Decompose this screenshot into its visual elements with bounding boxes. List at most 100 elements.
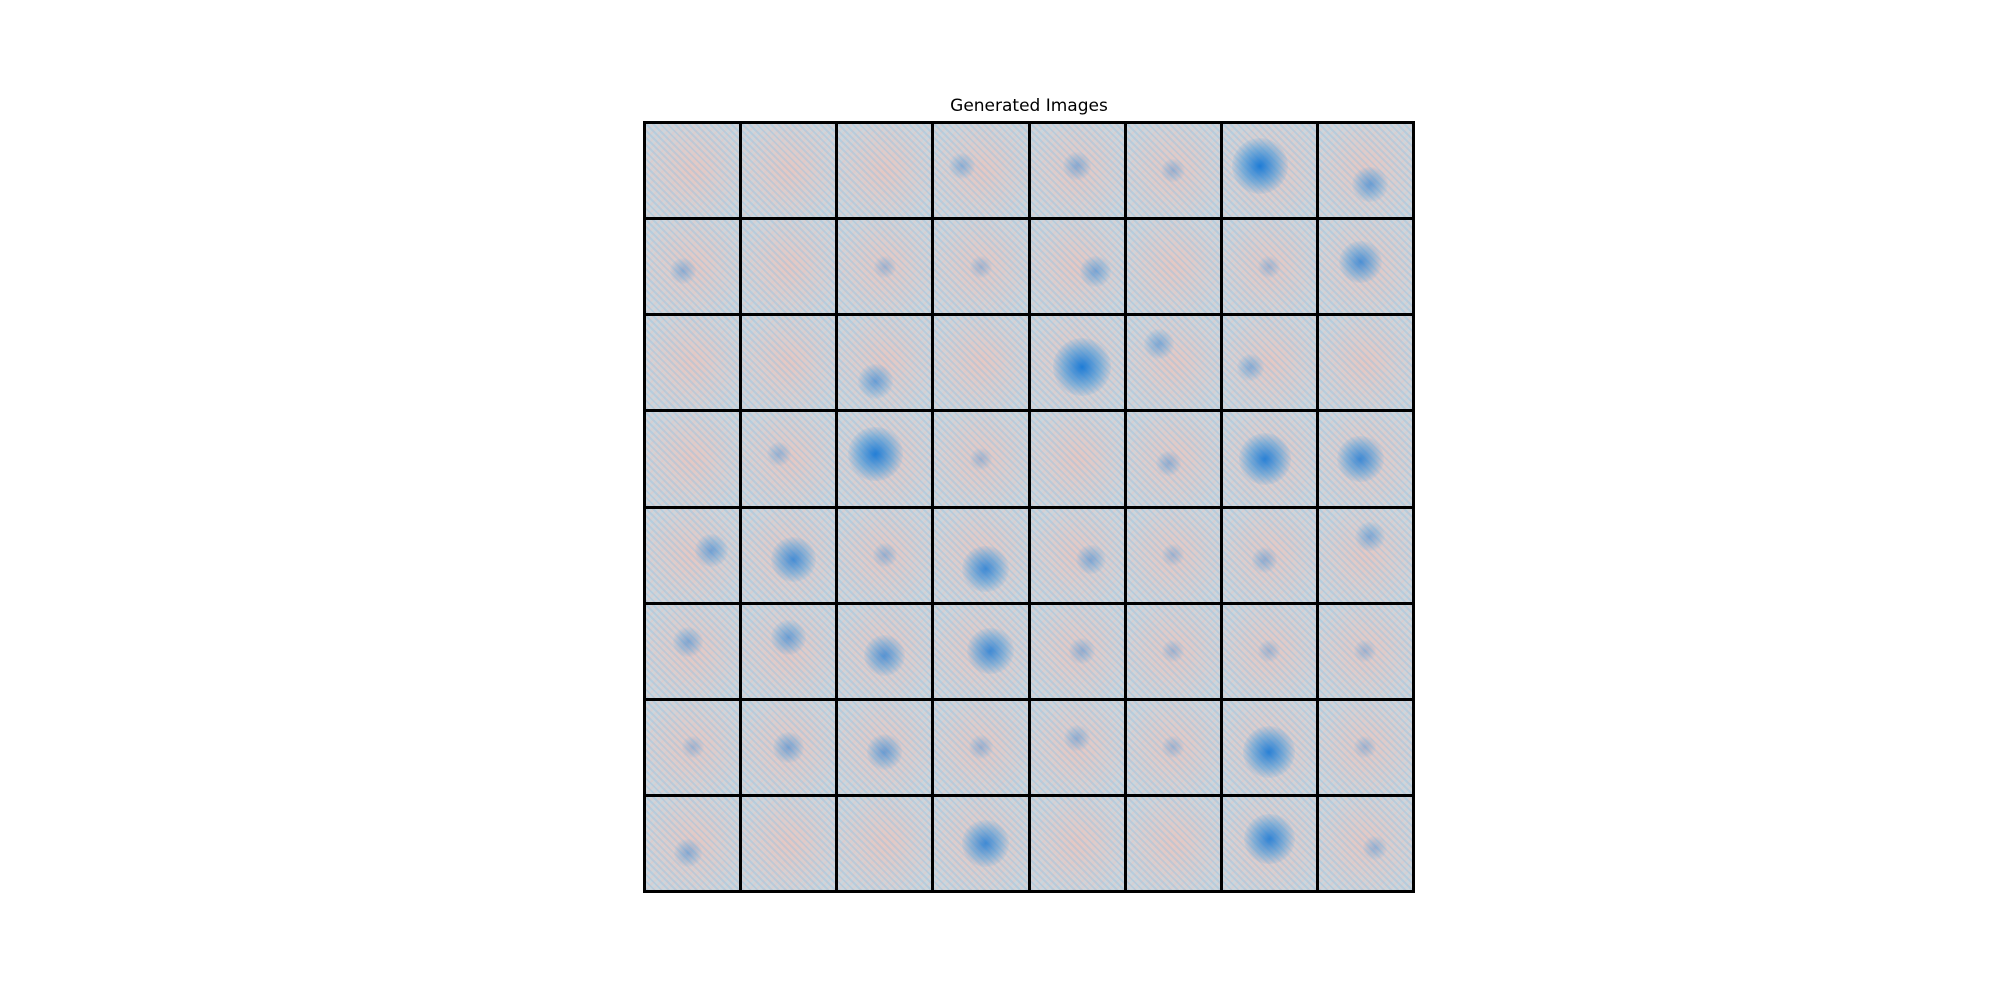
generated-image-tile [1126, 412, 1220, 506]
blue-blob [873, 255, 896, 278]
generated-image-tile [646, 604, 740, 698]
blue-blob [1162, 736, 1185, 759]
blue-blob [1162, 640, 1185, 663]
blue-blob [864, 635, 906, 677]
generated-image-tile [1030, 220, 1124, 314]
blue-blob [848, 427, 903, 482]
blue-blob [1052, 338, 1111, 397]
generated-image-tile [742, 508, 836, 602]
generated-image-tile [646, 508, 740, 602]
generated-image-tile [1030, 700, 1124, 794]
generated-image-tile [838, 700, 932, 794]
generated-image-tile [1126, 604, 1220, 698]
blue-blob [969, 255, 992, 278]
generated-image-tile [1126, 700, 1220, 794]
generated-image-tile [838, 220, 932, 314]
blue-blob [673, 627, 703, 657]
blue-blob [1362, 836, 1387, 860]
generated-image-tile [646, 796, 740, 890]
generated-image-tile [1030, 412, 1124, 506]
blue-blob [962, 820, 1009, 867]
blue-blob [694, 533, 728, 568]
blue-blob [1243, 725, 1296, 779]
generated-image-tile [838, 412, 932, 506]
blue-blob [1337, 435, 1385, 483]
blue-blob [1258, 640, 1281, 663]
generated-image-tile [1222, 700, 1316, 794]
blue-blob [1339, 240, 1383, 284]
generated-image-tile [1222, 796, 1316, 890]
blue-blob [1064, 725, 1090, 751]
generated-image-tile [838, 124, 932, 218]
generated-image-tile [646, 316, 740, 410]
generated-image-tile [742, 412, 836, 506]
blue-blob [1161, 158, 1186, 183]
generated-image-tile [1318, 124, 1412, 218]
generated-image-tile [1222, 316, 1316, 410]
blue-blob [969, 735, 993, 760]
blue-blob [1155, 450, 1182, 477]
blue-blob [1354, 640, 1377, 663]
blue-blob [872, 543, 897, 567]
blue-blob [1063, 152, 1091, 180]
blue-blob [962, 545, 1009, 593]
blue-blob [1244, 813, 1295, 864]
generated-image-tile [742, 604, 836, 698]
generated-image-tile [1318, 796, 1412, 890]
blue-blob [1076, 544, 1106, 575]
blue-blob [1258, 255, 1281, 278]
blue-blob [767, 442, 792, 467]
generated-image-tile [934, 124, 1028, 218]
blue-blob [1144, 329, 1174, 359]
generated-image-tile [1030, 124, 1124, 218]
generated-image-tile [934, 604, 1028, 698]
generated-image-tile [1126, 316, 1220, 410]
blue-blob [1068, 638, 1095, 665]
generated-image-tile [1222, 508, 1316, 602]
generated-image-tile [1318, 220, 1412, 314]
generated-image-tile [934, 700, 1028, 794]
blue-blob [857, 363, 894, 400]
generated-image-tile [742, 316, 836, 410]
blue-blob [670, 258, 697, 285]
generated-image-tile [646, 700, 740, 794]
blue-blob [1162, 544, 1185, 566]
generated-image-tile [1222, 412, 1316, 506]
blue-blob [1251, 546, 1278, 573]
blue-blob [771, 619, 807, 655]
blue-blob [1231, 137, 1289, 194]
generated-image-tile [1030, 316, 1124, 410]
blue-blob [969, 447, 992, 470]
generated-image-tile [1318, 316, 1412, 410]
generated-image-tile [646, 124, 740, 218]
blue-blob [1354, 736, 1377, 759]
generated-image-tile [934, 412, 1028, 506]
blue-blob [867, 734, 903, 770]
generated-image-tile [838, 508, 932, 602]
generated-image-tile [742, 796, 836, 890]
blue-blob [1238, 432, 1291, 486]
generated-image-tile [1126, 508, 1220, 602]
generated-image-tile [934, 220, 1028, 314]
generated-image-tile [742, 124, 836, 218]
figure-title: Generated Images [950, 96, 1108, 116]
blue-blob [1079, 255, 1112, 288]
blue-blob [949, 153, 976, 179]
blue-blob [1355, 521, 1385, 552]
generated-image-tile [1030, 604, 1124, 698]
generated-image-tile [742, 700, 836, 794]
generated-image-tile [1030, 508, 1124, 602]
generated-image-tile [1222, 124, 1316, 218]
generated-image-tile [1030, 796, 1124, 890]
blue-blob [674, 838, 702, 867]
generated-image-tile [1318, 604, 1412, 698]
generated-image-tile [1318, 412, 1412, 506]
generated-image-tile [838, 604, 932, 698]
generated-image-tile [1318, 700, 1412, 794]
generated-image-tile [934, 796, 1028, 890]
generated-image-tile [1126, 796, 1220, 890]
image-grid [643, 121, 1415, 893]
blue-blob [966, 627, 1014, 675]
blue-blob [1352, 166, 1388, 203]
blue-blob [770, 537, 816, 583]
